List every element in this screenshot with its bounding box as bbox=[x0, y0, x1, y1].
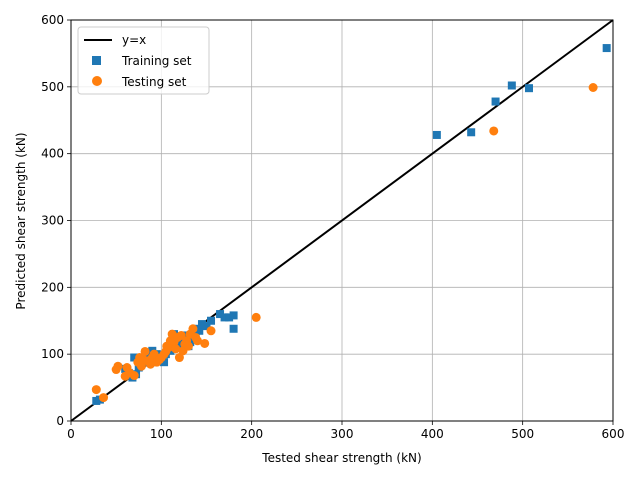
legend-reference-line-label: y=x bbox=[122, 33, 146, 47]
testing-point bbox=[192, 336, 202, 346]
training-point bbox=[229, 324, 238, 333]
testing-point bbox=[588, 83, 598, 93]
y-tick-label: 600 bbox=[41, 13, 64, 27]
training-point bbox=[524, 84, 533, 93]
training-point bbox=[130, 353, 139, 362]
legend-testing-label: Testing set bbox=[121, 75, 187, 89]
testing-point bbox=[113, 361, 123, 371]
legend-box bbox=[77, 26, 210, 95]
training-point bbox=[229, 311, 238, 320]
testing-point bbox=[140, 346, 150, 356]
training-point bbox=[602, 44, 611, 53]
training-point bbox=[225, 313, 234, 322]
testing-point bbox=[129, 371, 139, 381]
x-tick-label: 100 bbox=[150, 427, 173, 441]
x-tick-label: 600 bbox=[602, 427, 625, 441]
testing-point bbox=[183, 341, 193, 351]
training-point bbox=[432, 130, 441, 139]
training-point bbox=[195, 326, 204, 335]
testing-point bbox=[91, 385, 101, 395]
x-tick-label: 300 bbox=[331, 427, 354, 441]
testing-point bbox=[200, 338, 210, 348]
testing-point bbox=[99, 393, 109, 403]
y-axis-label: Predicted shear strength (kN) bbox=[14, 132, 28, 309]
training-point bbox=[491, 97, 500, 106]
points-layer bbox=[91, 44, 611, 405]
training-point bbox=[207, 316, 216, 325]
y-tick-label: 500 bbox=[41, 80, 64, 94]
training-point bbox=[197, 320, 206, 329]
y-tick-label: 200 bbox=[41, 280, 64, 294]
y-tick-label: 300 bbox=[41, 214, 64, 228]
legend-training-swatch bbox=[92, 56, 101, 65]
x-tick-label: 400 bbox=[421, 427, 444, 441]
x-tick-label: 200 bbox=[240, 427, 263, 441]
y-tick-label: 0 bbox=[56, 414, 64, 428]
y-tick-label: 100 bbox=[41, 347, 64, 361]
x-tick-label: 0 bbox=[67, 427, 75, 441]
testing-point bbox=[174, 353, 184, 363]
y-tick-label: 400 bbox=[41, 147, 64, 161]
testing-point bbox=[206, 326, 216, 336]
testing-point bbox=[171, 344, 181, 354]
x-axis-label: Tested shear strength (kN) bbox=[261, 451, 421, 465]
training-point bbox=[175, 338, 184, 347]
testing-point bbox=[489, 126, 499, 136]
testing-point bbox=[251, 312, 261, 322]
training-point bbox=[160, 358, 169, 367]
legend-training-label: Training set bbox=[121, 54, 192, 68]
testing-point bbox=[188, 324, 198, 334]
x-tick-label: 500 bbox=[511, 427, 534, 441]
x-axis-ticks: 0 100 200 300 400 500 600 bbox=[67, 421, 624, 441]
y-axis-ticks: 0 100 200 300 400 500 600 bbox=[41, 13, 71, 428]
training-point bbox=[467, 128, 476, 137]
legend: y=x Training set Testing set bbox=[77, 26, 210, 95]
training-point bbox=[202, 322, 211, 331]
training-point bbox=[216, 310, 225, 319]
legend-testing-swatch bbox=[92, 76, 102, 86]
training-point bbox=[507, 81, 516, 90]
training-point bbox=[220, 313, 229, 322]
